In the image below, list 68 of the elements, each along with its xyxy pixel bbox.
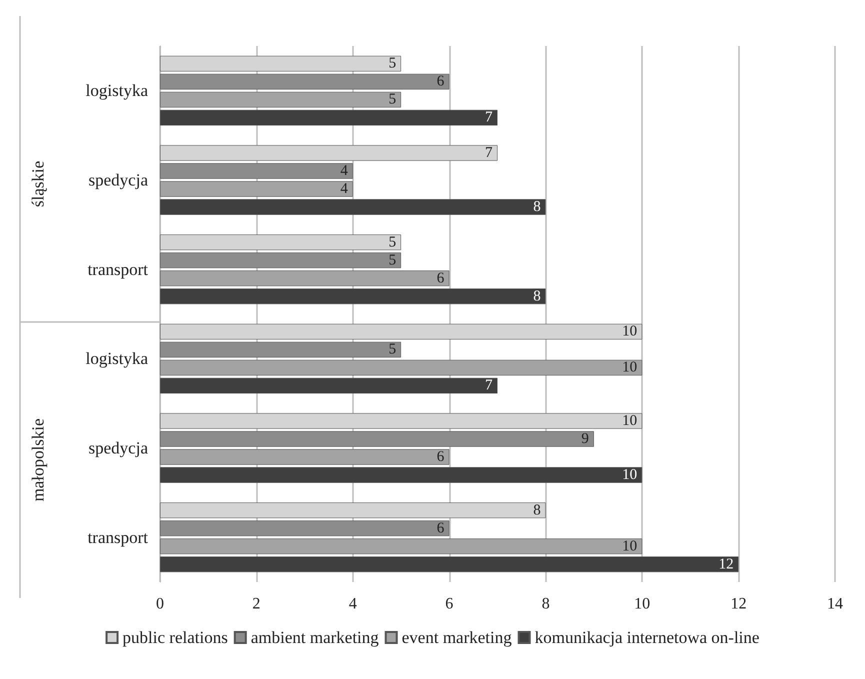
data-label: 5 bbox=[388, 342, 396, 358]
x-tick-label: 0 bbox=[156, 596, 164, 612]
y-tick-label: logistyka bbox=[86, 81, 148, 100]
bar bbox=[160, 413, 642, 429]
bar bbox=[160, 270, 450, 286]
x-tick-label: 14 bbox=[827, 596, 843, 612]
data-label: 10 bbox=[622, 360, 638, 376]
y-tick-label: transport bbox=[88, 528, 148, 547]
bar bbox=[160, 56, 402, 72]
data-label: 7 bbox=[485, 378, 493, 394]
bar bbox=[160, 163, 353, 179]
data-label: 5 bbox=[388, 56, 396, 72]
bar bbox=[160, 556, 739, 572]
bar bbox=[160, 145, 498, 161]
data-label: 10 bbox=[622, 538, 638, 554]
data-label: 6 bbox=[436, 520, 445, 536]
bar bbox=[160, 110, 498, 126]
bar bbox=[160, 467, 642, 483]
bar bbox=[160, 74, 450, 90]
bar bbox=[160, 502, 546, 518]
x-tick-label: 4 bbox=[348, 596, 357, 612]
data-label: 5 bbox=[388, 234, 396, 250]
data-label: 4 bbox=[340, 162, 348, 179]
bar bbox=[160, 92, 402, 108]
legend-label: komunikacja internetowa on-line bbox=[534, 628, 760, 647]
x-tick-label: 10 bbox=[634, 596, 650, 612]
data-label: 12 bbox=[718, 556, 734, 572]
bar bbox=[160, 234, 402, 250]
bar bbox=[160, 342, 402, 358]
data-label: 10 bbox=[622, 412, 638, 429]
y-tick-label: logistyka bbox=[86, 349, 148, 368]
data-label: 6 bbox=[436, 449, 445, 466]
bar bbox=[160, 360, 642, 376]
data-label: 10 bbox=[622, 467, 638, 484]
legend-label: ambient marketing bbox=[250, 628, 380, 647]
bar bbox=[160, 378, 498, 394]
data-label: 5 bbox=[388, 252, 396, 268]
legend-label: public relations bbox=[122, 628, 228, 647]
data-label: 10 bbox=[622, 324, 638, 340]
legend-label: event marketing bbox=[402, 628, 512, 647]
data-label: 5 bbox=[388, 92, 396, 108]
x-tick-label: 12 bbox=[730, 596, 747, 612]
data-label: 6 bbox=[436, 74, 445, 90]
bar bbox=[160, 449, 450, 465]
bar bbox=[160, 520, 450, 536]
x-tick-label: 8 bbox=[542, 596, 550, 612]
bar bbox=[160, 431, 594, 447]
bar bbox=[160, 252, 402, 268]
data-label: 4 bbox=[340, 181, 348, 198]
x-tick-label: 2 bbox=[252, 596, 260, 612]
text: małopolskie bbox=[28, 418, 48, 502]
bar bbox=[160, 199, 546, 215]
bar bbox=[160, 288, 546, 304]
data-label: 8 bbox=[533, 502, 541, 518]
data-label: 9 bbox=[581, 430, 589, 447]
data-label: 8 bbox=[533, 199, 541, 216]
data-label: 6 bbox=[436, 270, 445, 286]
bar bbox=[160, 324, 642, 340]
y-tick-label: transport bbox=[88, 260, 148, 279]
x-tick-label: 6 bbox=[445, 596, 454, 612]
y-tick-label: spedycja bbox=[88, 438, 148, 458]
data-label: 7 bbox=[485, 144, 493, 161]
y-tick-label: spedycja bbox=[88, 170, 148, 190]
bar bbox=[160, 181, 353, 197]
data-label: 8 bbox=[533, 288, 541, 304]
data-label: 7 bbox=[485, 110, 493, 126]
text: śląskie bbox=[28, 160, 48, 208]
bar bbox=[160, 538, 642, 554]
